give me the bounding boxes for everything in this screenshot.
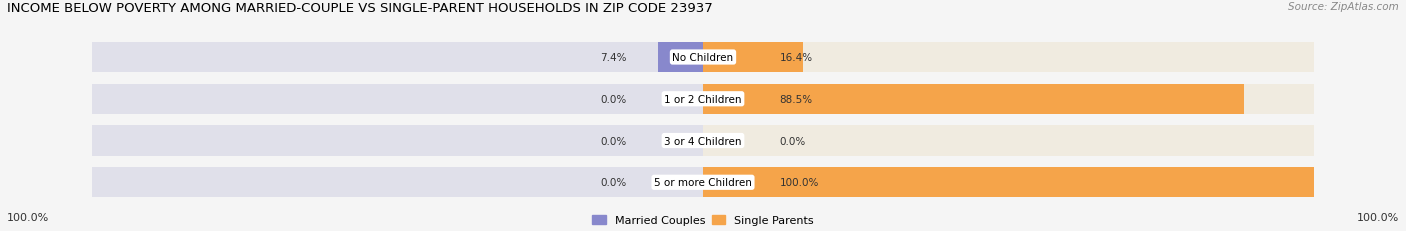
Text: 100.0%: 100.0%	[779, 177, 818, 188]
Bar	[91, 43, 703, 73]
Text: Source: ZipAtlas.com: Source: ZipAtlas.com	[1288, 2, 1399, 12]
Text: No Children: No Children	[672, 53, 734, 63]
Bar	[703, 84, 1315, 114]
Text: 100.0%: 100.0%	[1357, 213, 1399, 222]
Bar	[91, 84, 703, 114]
Text: 0.0%: 0.0%	[779, 136, 806, 146]
Text: 3 or 4 Children: 3 or 4 Children	[664, 136, 742, 146]
Bar	[703, 43, 1315, 73]
Text: 88.5%: 88.5%	[779, 94, 813, 104]
Text: 100.0%: 100.0%	[7, 213, 49, 222]
Text: 0.0%: 0.0%	[600, 136, 627, 146]
Text: 0.0%: 0.0%	[600, 177, 627, 188]
Bar	[703, 167, 1315, 198]
Bar	[703, 126, 1315, 156]
Bar	[703, 43, 803, 73]
Bar	[91, 167, 703, 198]
Text: 7.4%: 7.4%	[600, 53, 627, 63]
Legend: Married Couples, Single Parents: Married Couples, Single Parents	[592, 215, 814, 225]
Text: 0.0%: 0.0%	[600, 94, 627, 104]
Bar	[703, 84, 1244, 114]
Text: 1 or 2 Children: 1 or 2 Children	[664, 94, 742, 104]
Bar	[703, 167, 1315, 198]
Text: 5 or more Children: 5 or more Children	[654, 177, 752, 188]
Bar	[91, 126, 703, 156]
Text: 16.4%: 16.4%	[779, 53, 813, 63]
Text: INCOME BELOW POVERTY AMONG MARRIED-COUPLE VS SINGLE-PARENT HOUSEHOLDS IN ZIP COD: INCOME BELOW POVERTY AMONG MARRIED-COUPL…	[7, 2, 713, 15]
Bar	[658, 43, 703, 73]
